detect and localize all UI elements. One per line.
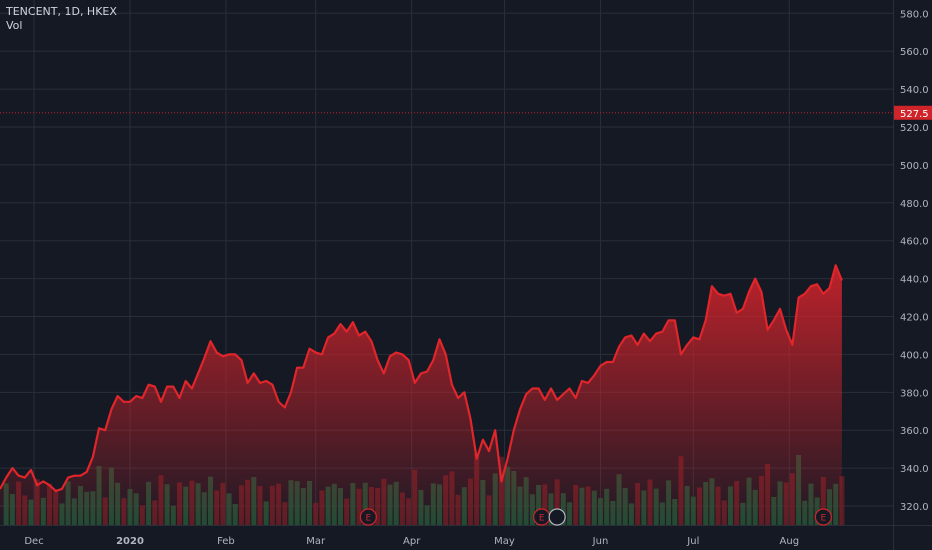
earnings-marker[interactable] — [814, 508, 832, 526]
x-tick-label: 2020 — [116, 536, 144, 547]
x-tick-label: Aug — [780, 536, 800, 547]
x-tick-label: Apr — [403, 536, 421, 547]
x-tick-label: Jul — [686, 536, 699, 547]
x-tick-label: Feb — [217, 536, 235, 547]
y-tick-label: 340.0 — [900, 464, 929, 475]
y-tick-label: 540.0 — [900, 85, 929, 96]
earnings-marker-label: E — [539, 514, 545, 524]
y-tick-label: 380.0 — [900, 388, 929, 399]
earnings-marker-label: E — [365, 514, 371, 524]
y-tick-label: 580.0 — [900, 9, 929, 20]
y-tick-label: 560.0 — [900, 47, 929, 58]
y-tick-label: 440.0 — [900, 275, 929, 286]
y-tick-label: 320.0 — [900, 502, 929, 513]
y-tick-label: 400.0 — [900, 350, 929, 361]
price-area — [0, 264, 843, 525]
y-tick-label: 520.0 — [900, 123, 929, 134]
symbol-title[interactable]: TENCENT, 1D, HKEX — [6, 5, 117, 18]
x-tick-label: Mar — [306, 536, 326, 547]
y-tick-label: 460.0 — [900, 237, 929, 248]
chart-legend: TENCENT, 1D, HKEX Vol — [6, 5, 117, 33]
last-price-line: 527.5 — [0, 105, 932, 120]
volume-indicator-label[interactable]: Vol — [6, 19, 23, 32]
price-area-fill — [0, 265, 842, 525]
x-tick-label: Jun — [592, 536, 609, 547]
y-tick-label: 360.0 — [900, 426, 929, 437]
x-tick-label: May — [494, 536, 515, 547]
y-tick-label: 420.0 — [900, 313, 929, 324]
y-tick-label: 480.0 — [900, 199, 929, 210]
earnings-marker[interactable] — [359, 508, 377, 526]
last-price-label: 527.5 — [900, 109, 929, 120]
volume-bar — [839, 476, 845, 525]
x-tick-label: Dec — [24, 536, 43, 547]
earnings-marker[interactable] — [548, 508, 566, 526]
y-tick-label: 500.0 — [900, 161, 929, 172]
earnings-marker-label: E — [820, 514, 826, 524]
last-price-badge — [894, 105, 932, 120]
